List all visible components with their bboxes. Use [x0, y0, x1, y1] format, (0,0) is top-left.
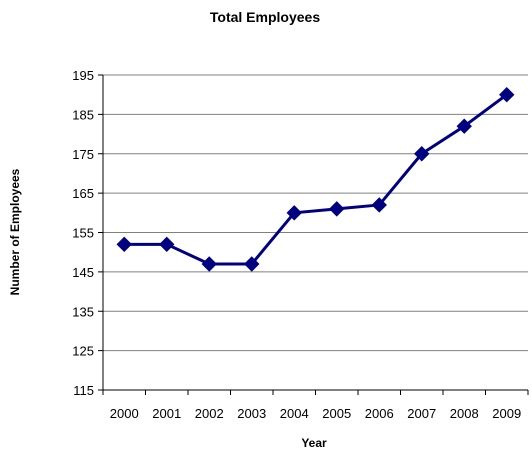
data-point-marker [456, 118, 472, 134]
series-group [116, 86, 515, 272]
y-tick-label: 155 [72, 226, 94, 241]
data-point-marker [201, 256, 217, 272]
data-point-marker [329, 201, 345, 217]
y-tick-label: 125 [72, 344, 94, 359]
y-tick-label: 145 [72, 265, 94, 280]
data-point-marker [116, 236, 132, 253]
data-point-marker [286, 205, 302, 221]
x-axis-title: Year [301, 436, 327, 450]
x-tick-label: 2006 [365, 406, 394, 421]
data-point-marker [414, 146, 430, 162]
data-point-marker [371, 197, 387, 213]
x-tick-label: 2002 [195, 406, 224, 421]
y-axis-title: Number of Employees [8, 168, 22, 295]
x-tick-label: 2003 [237, 406, 266, 421]
x-tick-label: 2001 [152, 406, 181, 421]
y-tick-label: 185 [72, 107, 94, 122]
data-point-marker [159, 236, 175, 253]
y-tick-label: 165 [72, 186, 94, 201]
x-tick-label: 2000 [110, 406, 139, 421]
series-line [124, 93, 508, 266]
gridlines [103, 74, 528, 352]
y-tick-labels: 115 125 135 145 155 165 175 185 195 [72, 68, 94, 398]
y-tick-label: 135 [72, 304, 94, 319]
data-point-marker [499, 86, 515, 103]
y-tick-label: 195 [72, 68, 94, 83]
x-tick-label: 2009 [492, 406, 521, 421]
x-tick-label: 2007 [407, 406, 436, 421]
x-tick-label: 2004 [280, 406, 309, 421]
x-tick-label: 2008 [450, 406, 479, 421]
x-tick-labels: 2000 2001 2002 2003 2004 2005 2006 2007 2008 2009 [110, 406, 521, 421]
y-tick-label: 115 [73, 383, 94, 398]
data-point-marker [244, 256, 260, 272]
y-tick-label: 175 [72, 147, 94, 162]
axes [98, 74, 529, 395]
x-tick-label: 2005 [322, 406, 351, 421]
chart-title: Total Employees [210, 9, 320, 25]
